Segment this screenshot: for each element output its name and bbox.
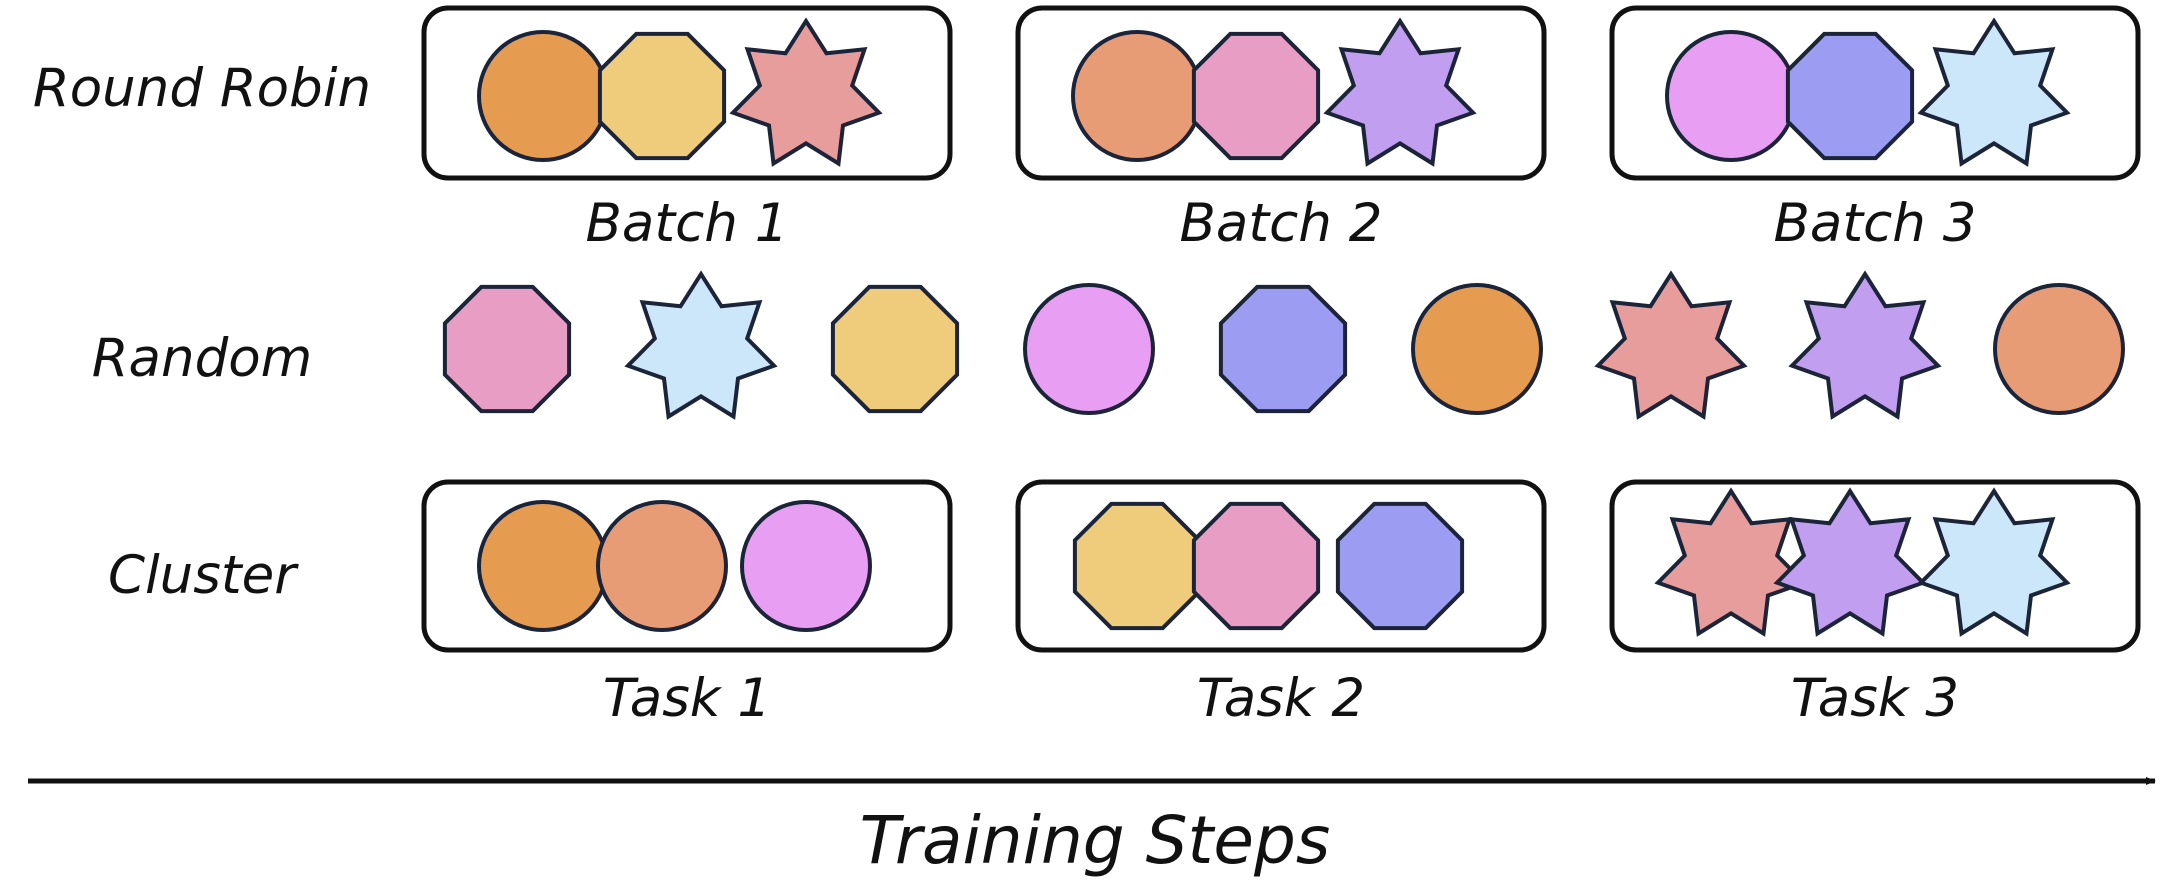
- group-label-task-2: Task 2: [1197, 668, 1365, 729]
- star-rose-batch-1-item-3: [729, 17, 883, 167]
- row-label-cluster: Cluster: [108, 545, 299, 606]
- octagon-pink-task-2-item-2: [1191, 501, 1321, 631]
- training-steps-label: Training Steps: [860, 802, 1331, 879]
- task-3-box: [1609, 479, 2141, 653]
- octagon-yellow-random-item-3: [830, 284, 960, 414]
- group-label-task-3: Task 3: [1791, 668, 1959, 729]
- octagon-blue-task-2-item-3: [1335, 501, 1465, 631]
- star-purple-task-3-item-2: [1773, 487, 1927, 637]
- circle-salmon-task-1-item-2: [596, 500, 728, 632]
- octagon-blue-random-item-5: [1218, 284, 1348, 414]
- row-label-random: Random: [92, 328, 313, 389]
- circle-salmon-batch-2-item-1: [1071, 30, 1203, 162]
- group-label-batch-3: Batch 3: [1774, 193, 1977, 254]
- circle-violet-batch-3-item-1: [1665, 30, 1797, 162]
- octagon-pink-random-item-1: [442, 284, 572, 414]
- star-light_blue-random-item-2: [624, 270, 778, 420]
- star-light_blue-batch-3-item-3: [1917, 17, 2071, 167]
- octagon-pink-batch-2-item-2: [1191, 31, 1321, 161]
- octagon-blue-batch-3-item-2: [1785, 31, 1915, 161]
- circle-orange-task-1-item-1: [477, 500, 609, 632]
- circle-orange-batch-1-item-1: [477, 30, 609, 162]
- circle-orange-random-item-6: [1411, 283, 1543, 415]
- octagon-yellow-batch-1-item-2: [597, 31, 727, 161]
- star-rose-task-3-item-1: [1654, 487, 1808, 637]
- star-purple-random-item-8: [1788, 270, 1942, 420]
- circle-violet-random-item-4: [1023, 283, 1155, 415]
- batch-2-box: [1015, 5, 1547, 181]
- circle-salmon-random-item-9: [1993, 283, 2125, 415]
- group-label-batch-1: Batch 1: [586, 193, 789, 254]
- star-rose-random-item-7: [1594, 270, 1748, 420]
- task-2-box: [1015, 479, 1547, 653]
- row-label-round-robin: Round Robin: [33, 58, 371, 119]
- shapes-layer: [442, 17, 2125, 637]
- batch-1-box: [421, 5, 953, 181]
- star-light_blue-task-3-item-3: [1917, 487, 2071, 637]
- batch-3-box: [1609, 5, 2141, 181]
- group-label-batch-2: Batch 2: [1180, 193, 1383, 254]
- group-label-task-1: Task 1: [603, 668, 771, 729]
- circle-violet-task-1-item-3: [740, 500, 872, 632]
- star-purple-batch-2-item-3: [1323, 17, 1477, 167]
- octagon-yellow-task-2-item-1: [1072, 501, 1202, 631]
- task-1-box: [421, 479, 953, 653]
